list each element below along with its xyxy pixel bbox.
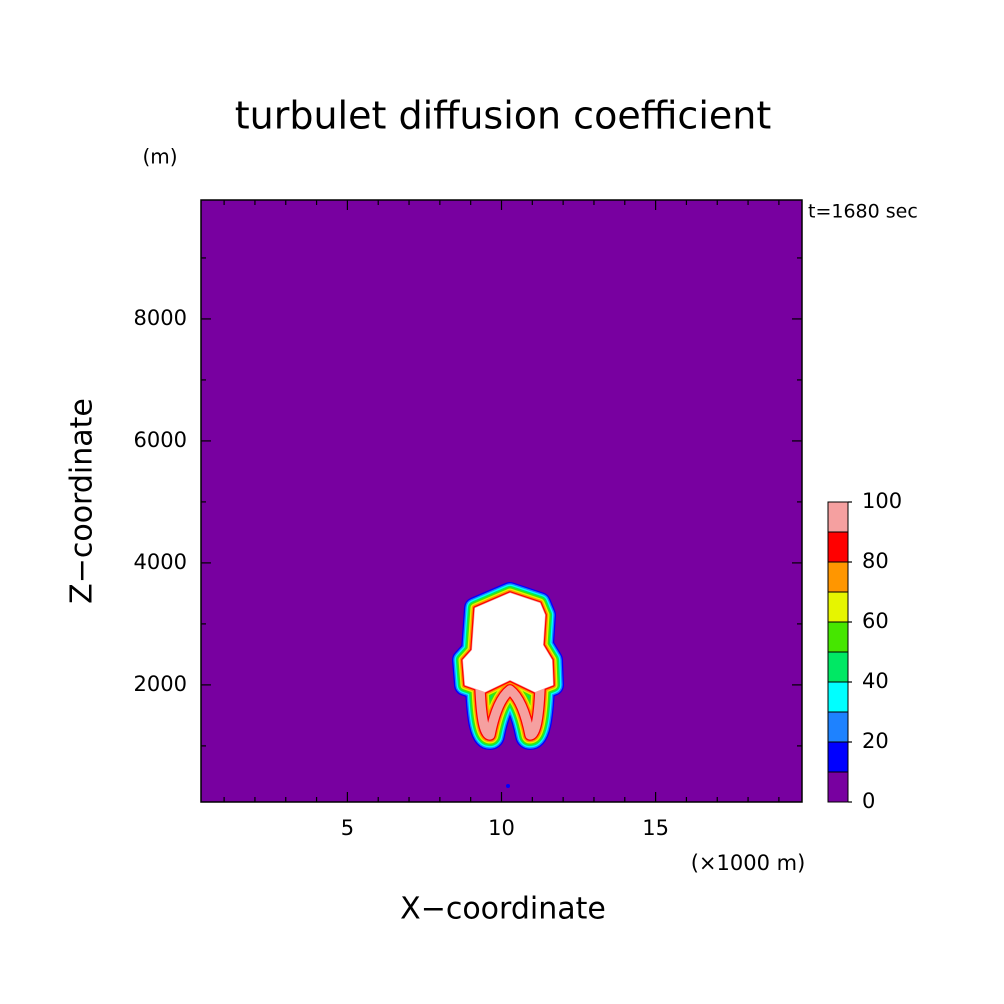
y-tick-label: 4000 bbox=[134, 550, 187, 574]
colorbar-label: 0 bbox=[862, 789, 875, 813]
colorbar-segment bbox=[827, 681, 849, 713]
colorbar-segment bbox=[827, 621, 849, 653]
x-unit: (×1000 m) bbox=[691, 851, 806, 875]
y-axis-label: Z−coordinate bbox=[65, 398, 100, 604]
time-annotation: t=1680 sec bbox=[808, 201, 918, 223]
x-tick-label: 5 bbox=[341, 816, 354, 840]
colorbar-label: 60 bbox=[862, 609, 889, 633]
x-tick-label: 15 bbox=[642, 816, 669, 840]
colorbar-label: 80 bbox=[862, 549, 889, 573]
colorbar-segment bbox=[827, 771, 849, 803]
y-tick-label: 2000 bbox=[134, 672, 187, 696]
colorbar-label: 20 bbox=[862, 729, 889, 753]
y-tick-label: 6000 bbox=[134, 428, 187, 452]
plume bbox=[452, 582, 564, 750]
colorbar-segment bbox=[827, 531, 849, 563]
x-axis-label: X−coordinate bbox=[400, 892, 606, 927]
x-tick-label: 10 bbox=[488, 816, 515, 840]
contour-band bbox=[475, 683, 545, 740]
colorbar-segment bbox=[827, 741, 849, 773]
contour-core bbox=[463, 593, 553, 692]
y-unit: (m) bbox=[142, 145, 177, 169]
colorbar-segment bbox=[827, 651, 849, 683]
colorbar-segment bbox=[827, 561, 849, 593]
chart-title: turbulet diffusion coefficient bbox=[235, 94, 772, 138]
colorbar-label: 40 bbox=[862, 669, 889, 693]
colorbar-segment bbox=[827, 501, 849, 533]
colorbar-segment bbox=[827, 711, 849, 743]
small-spot bbox=[506, 784, 510, 788]
y-tick-label: 8000 bbox=[134, 306, 187, 330]
colorbar-segment bbox=[827, 591, 849, 623]
colorbar-label: 100 bbox=[862, 489, 902, 513]
